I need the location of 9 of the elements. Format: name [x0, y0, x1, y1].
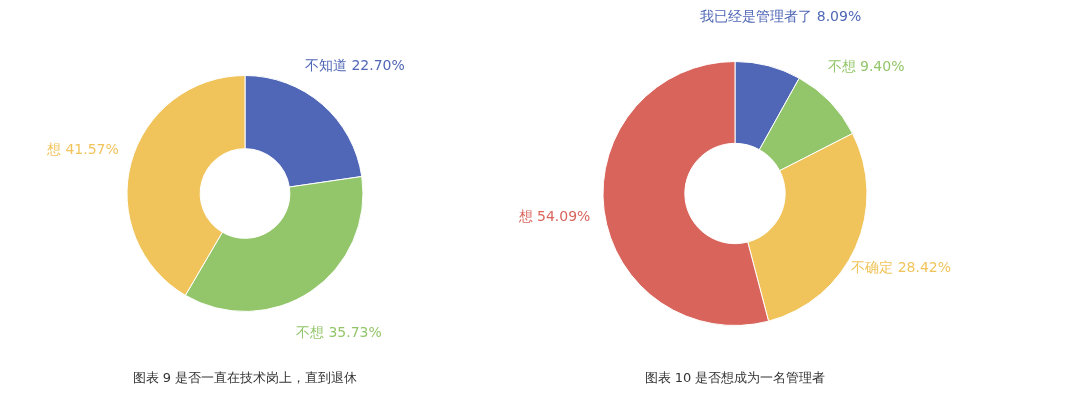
slice-label: 想 54.09% [517, 207, 591, 224]
slice-label: 不想 9.40% [827, 58, 905, 75]
slice-label: 不想 35.73% [295, 323, 382, 340]
slice-label: 不确定 28.42% [851, 258, 952, 275]
text: 图表 9 是否一直在技术岗上，直到退休 [132, 370, 358, 385]
slice-label: 不知道 22.70% [304, 57, 405, 74]
text: 图表 10 是否想成为一名管理者 [644, 370, 826, 385]
slice-label: 想 41.57% [45, 140, 119, 157]
slice-label: 我已经是管理者了 8.09% [700, 8, 862, 25]
